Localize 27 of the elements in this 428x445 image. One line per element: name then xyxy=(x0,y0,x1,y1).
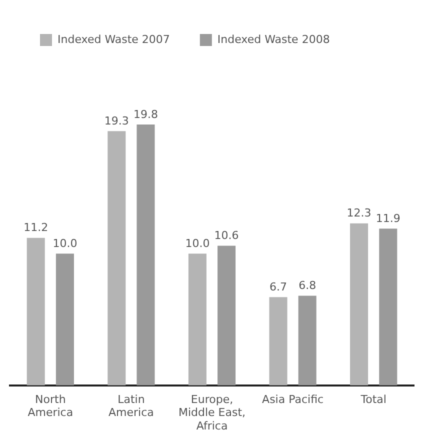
data-label: 19.3 xyxy=(104,114,129,128)
bar xyxy=(56,254,74,386)
data-label: 11.2 xyxy=(24,221,48,234)
x-tick-label: Europe, Middle East, Africa xyxy=(178,392,246,432)
data-label: 10.0 xyxy=(52,237,78,250)
data-label: 11.9 xyxy=(376,212,400,225)
bar xyxy=(298,296,316,386)
bar xyxy=(136,124,155,386)
data-label: 12.3 xyxy=(346,206,372,220)
data-label: 19.8 xyxy=(133,108,158,121)
x-tick-label: Total xyxy=(360,392,386,406)
bar xyxy=(350,223,368,386)
x-tick-label: Asia Pacific xyxy=(262,392,324,406)
bar xyxy=(218,246,236,386)
x-tick-label: North America xyxy=(28,392,74,420)
bar xyxy=(188,254,206,386)
bar xyxy=(26,238,45,386)
bar xyxy=(379,228,398,386)
bar xyxy=(269,297,288,386)
x-tick-label: Latin America xyxy=(108,392,154,420)
data-label: 10.0 xyxy=(185,237,210,250)
legend-label: Indexed Waste 2007 xyxy=(58,32,170,46)
data-label: 6.8 xyxy=(298,279,316,292)
data-label: 10.6 xyxy=(214,229,239,242)
legend-label: Indexed Waste 2008 xyxy=(217,32,330,46)
bar xyxy=(108,131,126,386)
data-label: 6.7 xyxy=(270,280,288,294)
